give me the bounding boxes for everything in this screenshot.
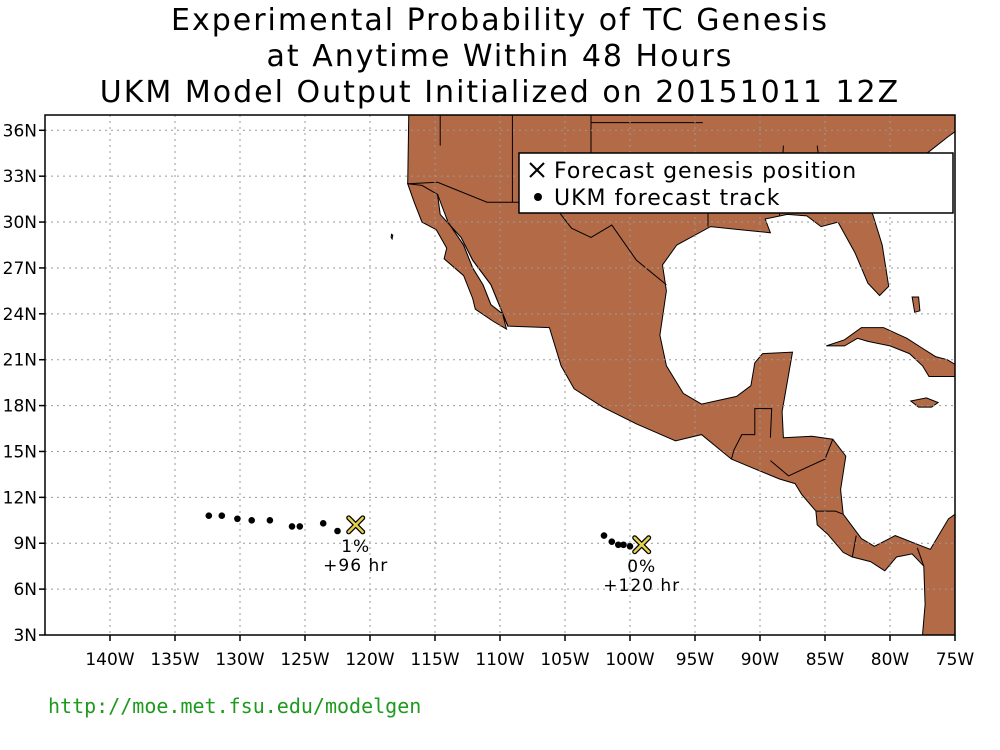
track-point [626,542,634,550]
y-tick-label: 6N [13,580,37,600]
track-point [288,523,296,530]
forecast-lead-label: +96 hr [323,556,388,576]
legend-genesis-label: Forecast genesis position [554,159,857,184]
x-axis-ticks: 140W 135W 130W 125W 120W 115W 110W 105W 100W 95W 9… [85,635,974,670]
y-tick-label: 3N [13,626,37,646]
land-masses [390,115,1000,635]
x-tick-label: 140W [85,650,134,670]
track-point [205,512,213,520]
track-point [620,541,627,549]
forecast-lead-label: +120 hr [603,576,680,596]
y-tick-label: 12N [3,488,37,508]
lat-lon-grid [45,115,955,635]
x-tick-label: 125W [280,650,329,670]
track-point [218,512,226,520]
panama-border [851,535,857,558]
track-point [334,527,341,535]
isla-guadalupe [390,233,394,241]
y-tick-label: 18N [3,397,37,417]
y-tick-label: 33N [3,167,37,187]
track-point [608,538,616,546]
y-tick-label: 27N [3,259,37,279]
bahamas-andros-island [911,296,921,313]
mexico-central-america-landmass [407,115,955,635]
forecast-tracks: 1%+96 hr 0%+120 hr [205,512,680,596]
nicaragua-border [815,510,844,515]
x-tick-label: 85W [806,650,845,670]
x-tick-label: 135W [150,650,199,670]
source-url[interactable]: http://moe.met.fsu.edu/modelgen [48,694,422,718]
y-axis-ticks: 3N 6N 9N 12N 15N 18N 21N 24N 27N 30N 33N 36N [3,121,45,646]
track-dot-icon [534,193,542,201]
track-point [248,516,255,524]
y-tick-label: 21N [3,351,37,371]
y-tick-label: 15N [3,442,37,462]
cuba-island [826,327,955,377]
track-point [296,523,304,530]
track-point [600,532,608,539]
jamaica-island [909,397,940,408]
x-tick-label: 110W [475,650,524,670]
x-tick-label: 75W [936,650,975,670]
x-tick-label: 100W [605,650,654,670]
x-marker-icon [529,162,545,178]
guatemala-border [730,408,773,460]
legend-track-label: UKM forecast track [554,186,780,211]
title-line-1: Experimental Probability of TC Genesis [171,3,829,38]
legend: Forecast genesis position UKM forecast t… [518,152,954,214]
y-tick-label: 30N [3,213,37,233]
genesis-probability-label: 0% [627,557,656,577]
x-tick-label: 90W [741,650,780,670]
y-tick-label: 36N [3,121,37,141]
genesis-probability-label: 1% [341,537,370,557]
colombia-border [916,547,925,567]
x-tick-label: 115W [410,650,459,670]
hispaniola-island [962,377,1000,411]
x-tick-label: 80W [871,650,910,670]
y-tick-label: 24N [3,305,37,325]
x-tick-label: 105W [540,650,589,670]
x-tick-label: 120W [345,650,394,670]
x-tick-label: 130W [215,650,264,670]
track-point [319,520,327,527]
genesis-x-marker-icon [346,515,366,535]
track-point [234,515,241,523]
honduras-border [770,439,834,477]
y-tick-label: 9N [13,534,37,554]
track-point [615,541,622,549]
genesis-x-marker-icon [632,535,652,555]
legend-box [518,152,954,214]
track-point [266,516,274,524]
title-line-3: UKM Model Output Initialized on 20151011… [99,75,901,110]
x-tick-label: 95W [676,650,715,670]
title-line-2: at Anytime Within 48 Hours [266,39,734,74]
